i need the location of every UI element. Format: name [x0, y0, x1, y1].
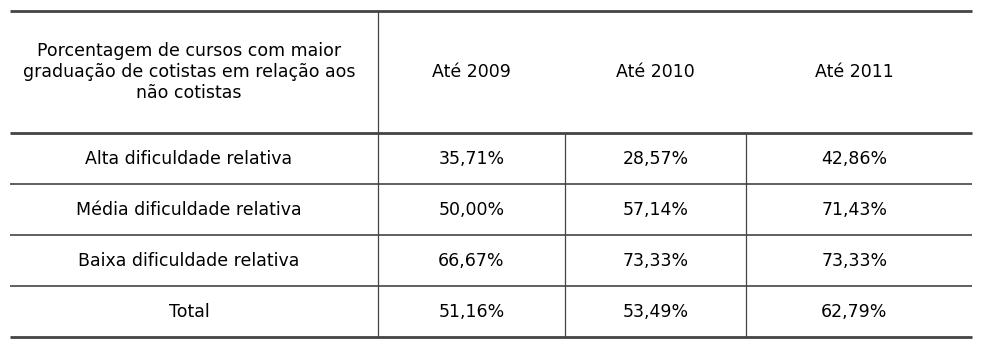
Text: 42,86%: 42,86% — [821, 150, 888, 168]
Text: Até 2009: Até 2009 — [432, 63, 511, 81]
Text: 71,43%: 71,43% — [821, 201, 888, 219]
Text: Alta dificuldade relativa: Alta dificuldade relativa — [85, 150, 293, 168]
Text: 28,57%: 28,57% — [623, 150, 688, 168]
Text: 73,33%: 73,33% — [821, 252, 888, 270]
Text: Até 2010: Até 2010 — [616, 63, 695, 81]
Text: 62,79%: 62,79% — [821, 303, 888, 320]
Text: 35,71%: 35,71% — [438, 150, 505, 168]
Text: 73,33%: 73,33% — [623, 252, 688, 270]
Text: Total: Total — [169, 303, 209, 320]
Text: 51,16%: 51,16% — [438, 303, 505, 320]
Text: 53,49%: 53,49% — [623, 303, 688, 320]
Text: Média dificuldade relativa: Média dificuldade relativa — [77, 201, 301, 219]
Text: Baixa dificuldade relativa: Baixa dificuldade relativa — [79, 252, 300, 270]
Text: 57,14%: 57,14% — [623, 201, 688, 219]
Text: 50,00%: 50,00% — [438, 201, 505, 219]
Text: Até 2011: Até 2011 — [815, 63, 894, 81]
Text: Porcentagem de cursos com maior
graduação de cotistas em relação aos
não cotista: Porcentagem de cursos com maior graduaçã… — [23, 42, 355, 102]
Text: 66,67%: 66,67% — [438, 252, 505, 270]
